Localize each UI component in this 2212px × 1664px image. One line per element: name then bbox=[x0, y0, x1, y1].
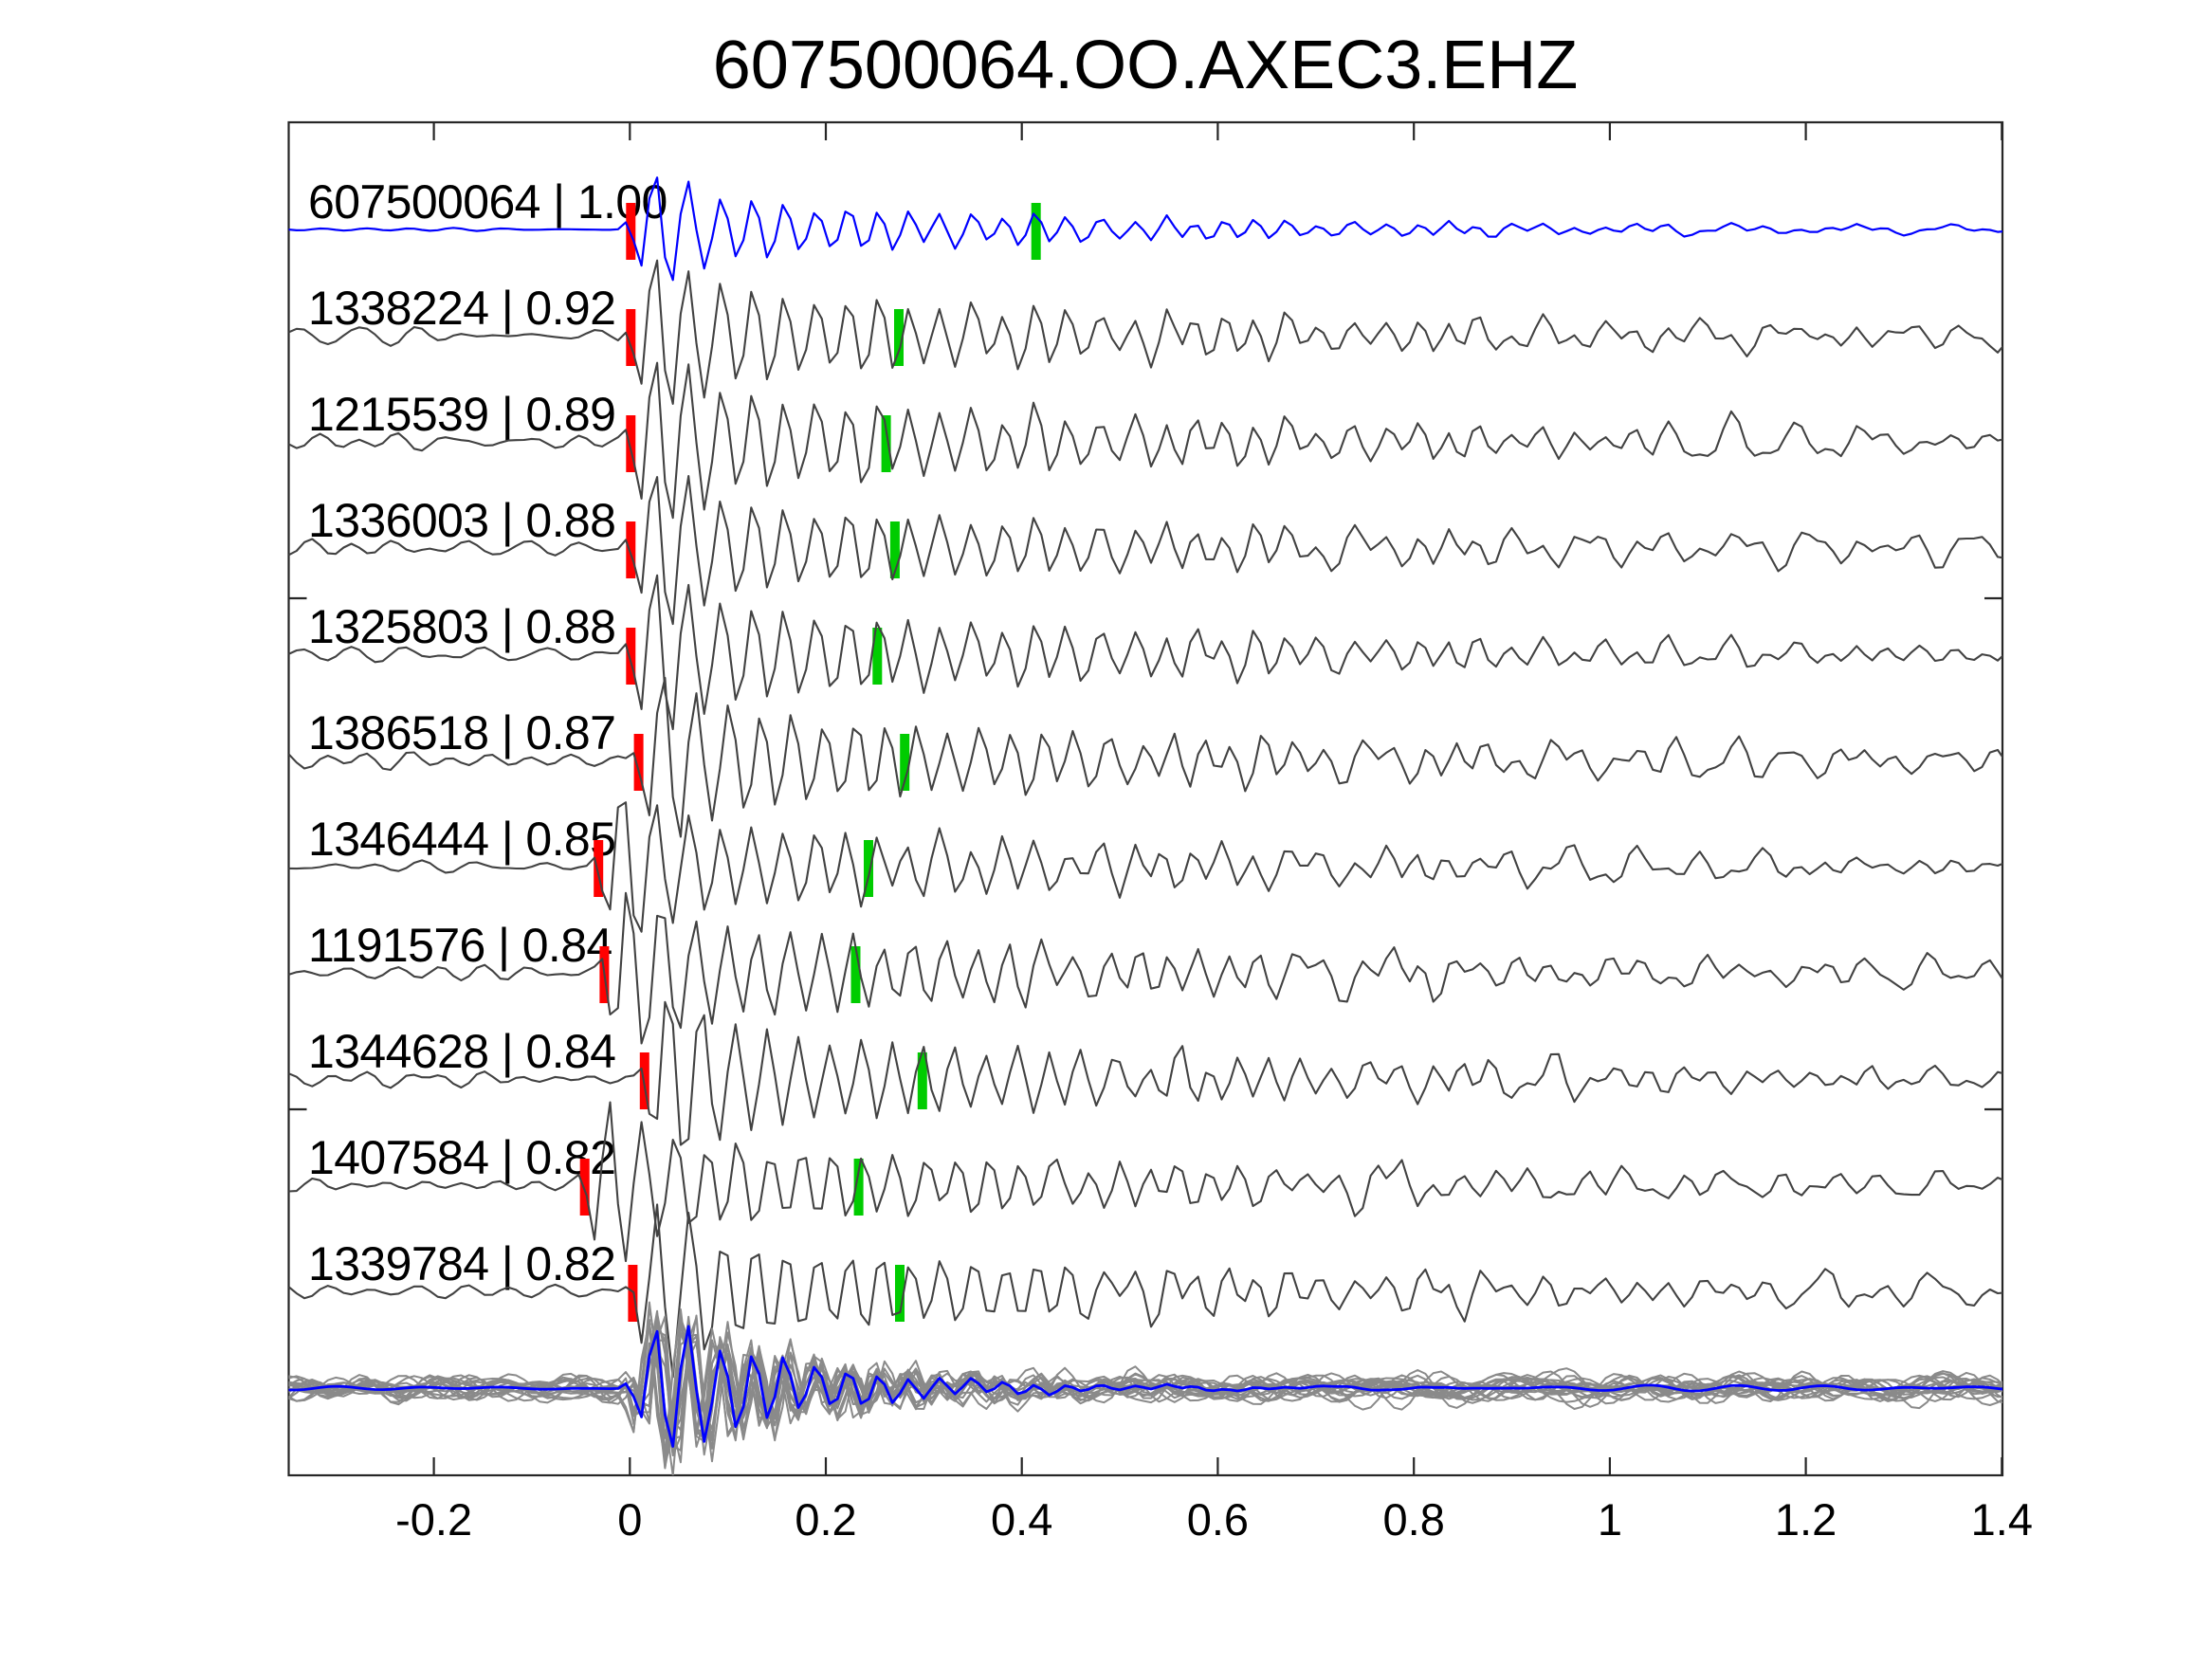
svg-text:1: 1 bbox=[1598, 1494, 1622, 1545]
svg-text:1407584 | 0.82: 1407584 | 0.82 bbox=[308, 1131, 615, 1184]
svg-text:0: 0 bbox=[617, 1494, 642, 1545]
svg-text:0.2: 0.2 bbox=[795, 1494, 856, 1545]
svg-text:1339784 | 0.82: 1339784 | 0.82 bbox=[308, 1237, 615, 1290]
svg-text:607500064.OO.AXEC3.EHZ: 607500064.OO.AXEC3.EHZ bbox=[713, 27, 1579, 103]
svg-text:0.6: 0.6 bbox=[1187, 1494, 1249, 1545]
svg-text:1.2: 1.2 bbox=[1775, 1494, 1837, 1545]
svg-text:1325803 | 0.88: 1325803 | 0.88 bbox=[308, 600, 615, 653]
svg-text:1.4: 1.4 bbox=[1971, 1494, 2033, 1545]
svg-text:1215539 | 0.89: 1215539 | 0.89 bbox=[308, 388, 615, 441]
svg-text:-0.2: -0.2 bbox=[395, 1494, 472, 1545]
svg-text:0.4: 0.4 bbox=[991, 1494, 1052, 1545]
svg-text:0.8: 0.8 bbox=[1383, 1494, 1445, 1545]
svg-text:1336003 | 0.88: 1336003 | 0.88 bbox=[308, 494, 615, 547]
svg-text:1344628 | 0.84: 1344628 | 0.84 bbox=[308, 1025, 615, 1078]
svg-text:1191576 | 0.84: 1191576 | 0.84 bbox=[308, 919, 612, 972]
svg-text:1338224 | 0.92: 1338224 | 0.92 bbox=[308, 282, 615, 335]
svg-text:1386518 | 0.87: 1386518 | 0.87 bbox=[308, 706, 615, 759]
svg-text:607500064 | 1.00: 607500064 | 1.00 bbox=[308, 175, 667, 229]
svg-text:1346444 | 0.85: 1346444 | 0.85 bbox=[308, 813, 615, 866]
